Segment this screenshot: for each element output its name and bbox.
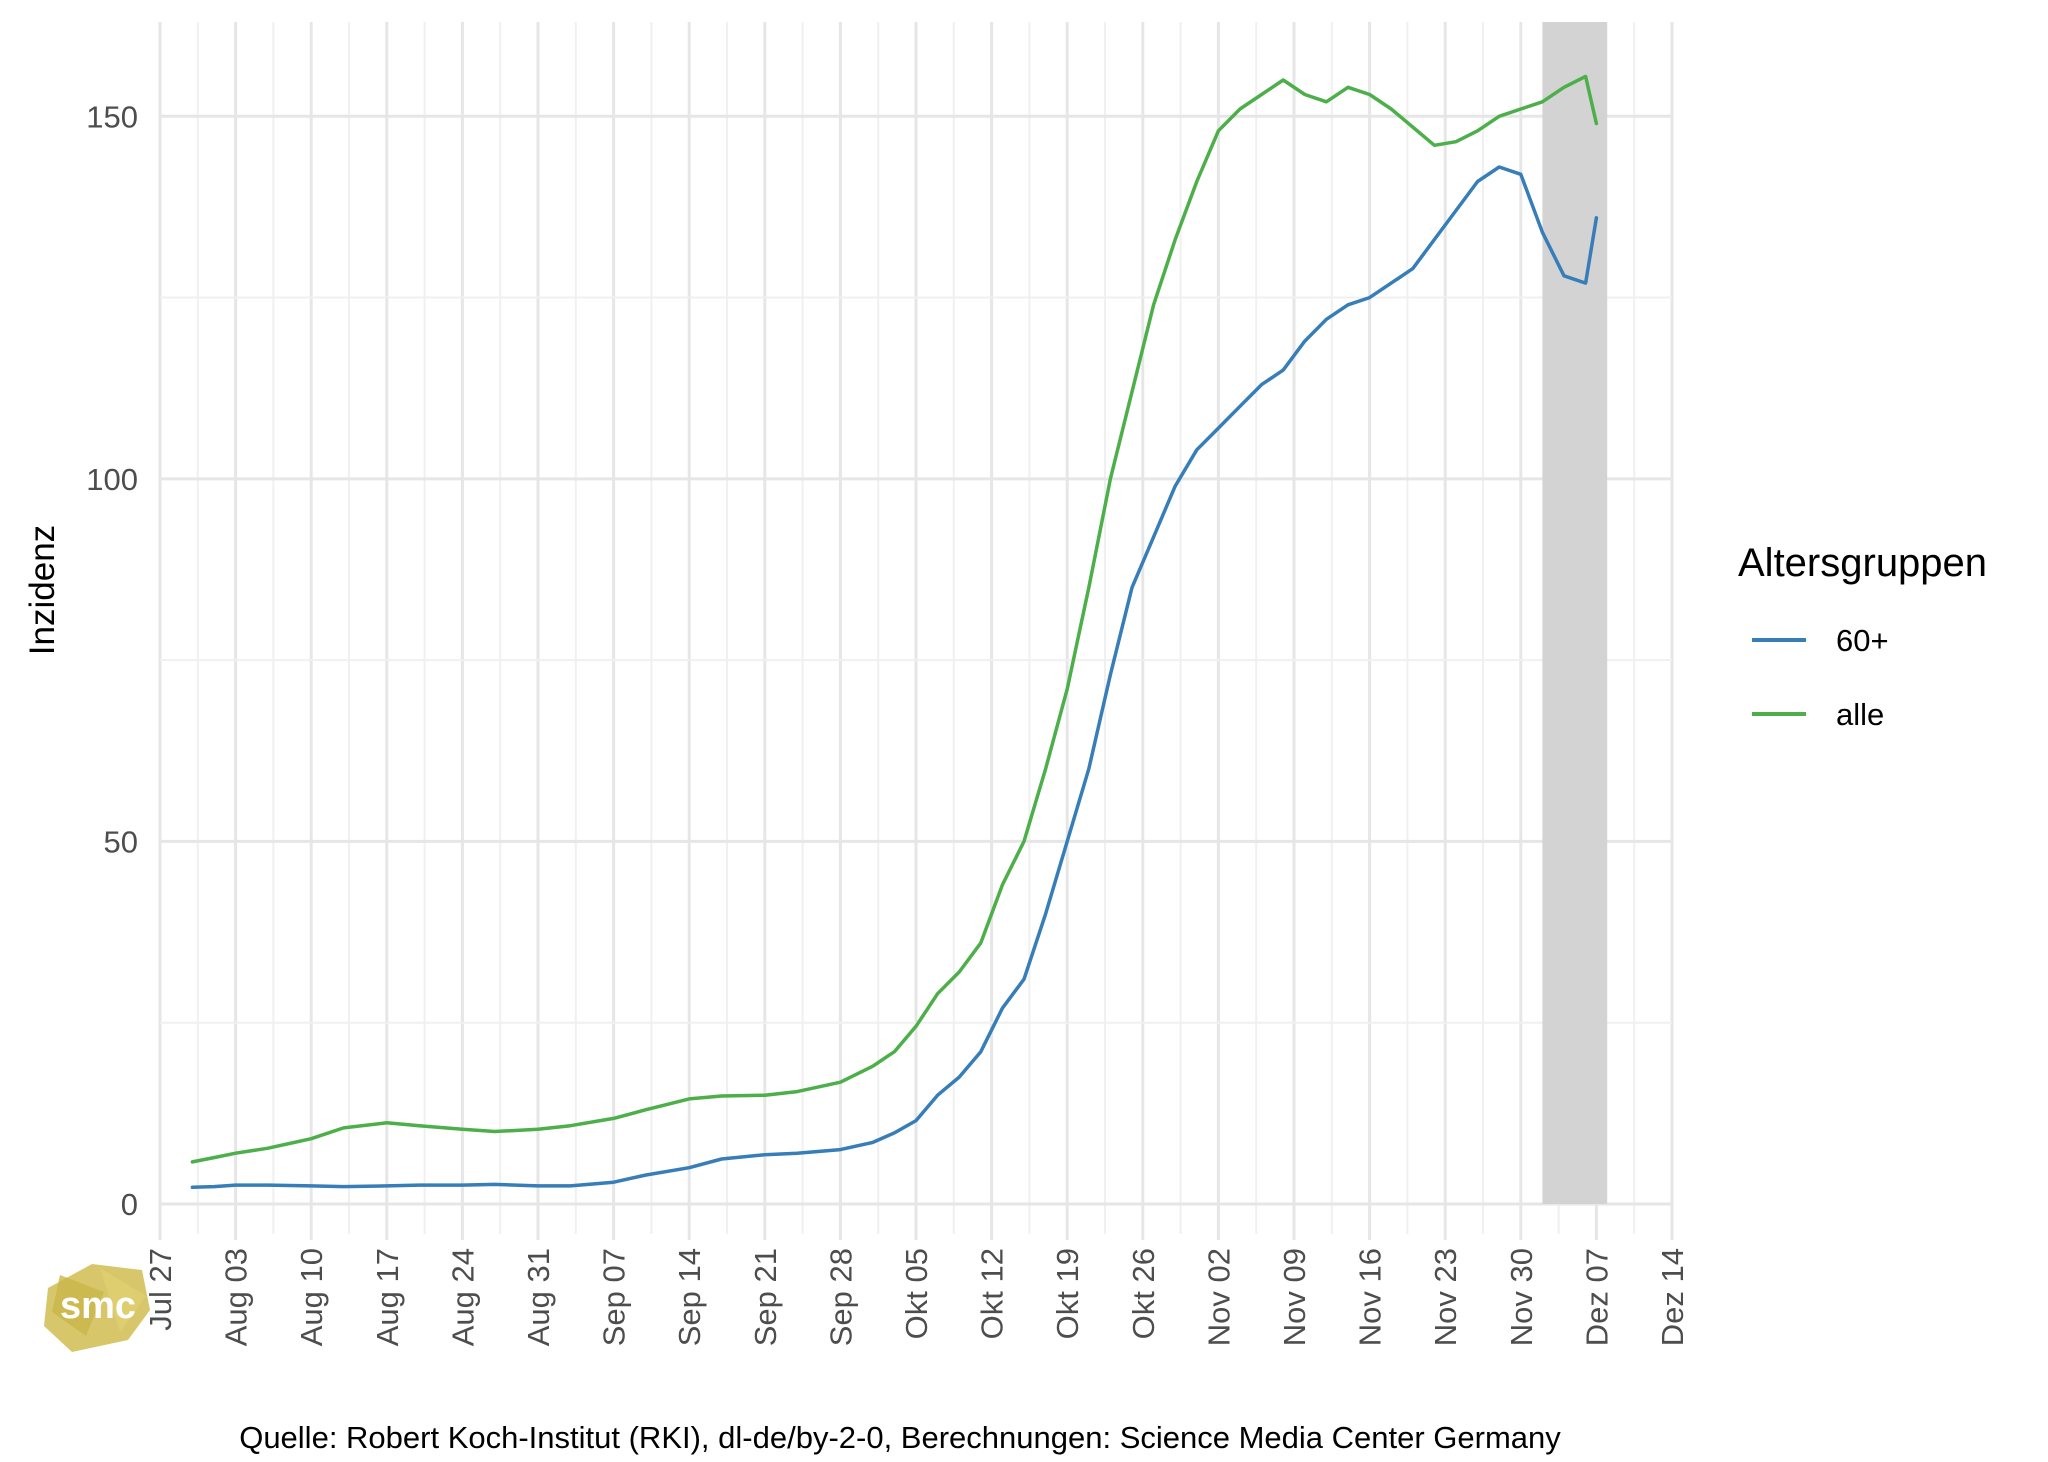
x-tick-label: Sep 07 [597, 1248, 632, 1346]
x-tick-label: Okt 26 [1126, 1248, 1161, 1339]
y-tick-label: 0 [121, 1187, 138, 1222]
x-tick-label: Sep 28 [823, 1248, 858, 1346]
x-tick-label: Jul 27 [143, 1248, 178, 1331]
shaded-region-rect [1542, 22, 1608, 1204]
x-tick-label: Okt 12 [975, 1248, 1010, 1339]
x-tick-label: Aug 17 [370, 1248, 405, 1346]
y-tick-label: 50 [104, 824, 138, 859]
x-tick-label: Aug 24 [445, 1248, 480, 1346]
chart-caption: Quelle: Robert Koch-Institut (RKI), dl-d… [239, 1420, 1561, 1455]
x-tick-label: Nov 16 [1353, 1248, 1388, 1346]
series-line-alle [190, 74, 1599, 1164]
x-tick-label: Okt 19 [1050, 1248, 1085, 1339]
legend-label: 60+ [1836, 623, 1889, 658]
x-tick-label: Aug 03 [219, 1248, 254, 1346]
y-tick-label: 150 [86, 99, 138, 134]
y-axis-ticks: 0 50 100 150 [86, 99, 138, 1222]
legend-label: alle [1836, 697, 1884, 732]
series-lines [190, 74, 1599, 1190]
legend-title: Altersgruppen [1738, 541, 1987, 585]
x-tick-label: Sep 21 [748, 1248, 783, 1346]
x-tick-label: Aug 31 [521, 1248, 556, 1346]
smc-logo: smc [44, 1264, 150, 1352]
x-tick-label: Nov 30 [1504, 1248, 1539, 1346]
y-axis-title: Inzidenz [23, 525, 62, 655]
x-tick-label: Nov 23 [1428, 1248, 1463, 1346]
x-tick-label: Okt 05 [899, 1248, 934, 1339]
x-tick-label: Sep 14 [672, 1248, 707, 1346]
x-tick-label: Aug 10 [294, 1248, 329, 1346]
series-line-60 [190, 165, 1599, 1190]
x-tick-label: Nov 02 [1201, 1248, 1236, 1346]
x-tick-label: Dez 14 [1655, 1248, 1690, 1346]
legend: Altersgruppen 60+ alle [1738, 541, 1987, 732]
x-tick-label: Dez 07 [1579, 1248, 1614, 1346]
logo-text: smc [60, 1285, 136, 1327]
y-tick-label: 100 [86, 462, 138, 497]
grid-lines [158, 22, 1674, 1240]
shaded-region [1542, 22, 1608, 1204]
x-tick-label: Nov 09 [1277, 1248, 1312, 1346]
x-axis-ticks: Jul 27 Aug 03 Aug 10 Aug 17 Aug 24 Aug 31 Sep … [143, 1248, 1690, 1346]
